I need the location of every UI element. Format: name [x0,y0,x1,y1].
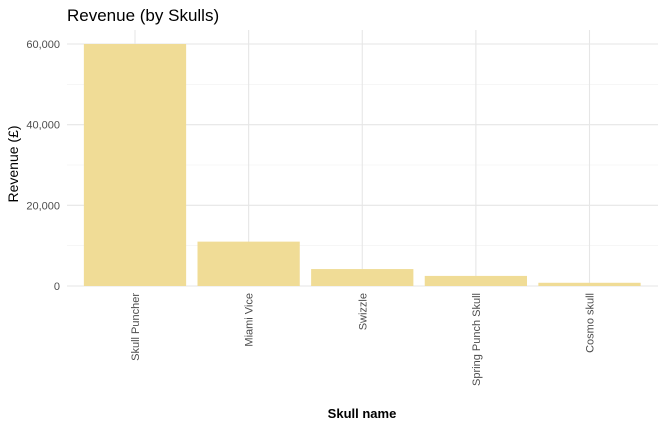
bar [311,269,414,286]
x-axis-title: Skull name [328,406,397,421]
y-tick-label: 60,000 [26,39,60,51]
x-tick-label: Spring Punch Skull [471,293,483,386]
y-tick-label: 20,000 [26,200,60,212]
bar [83,44,187,286]
x-tick-label: Skull Puncher [130,293,142,361]
bar [424,275,528,286]
bar [197,241,300,286]
chart-title: Revenue (by Skulls) [67,6,219,25]
y-tick-label: 40,000 [26,120,60,132]
x-tick-label: Cosmo skull [585,293,597,353]
x-tick-labels: Skull Puncher Miami Vice Swizzle Spring Pun… [130,293,597,386]
x-tick-label: Miami Vice [244,293,256,347]
bar [538,282,641,286]
y-tick-labels: 0 20,000 40,000 60,000 [26,39,60,293]
bars [83,44,641,286]
y-axis-title: Revenue (£) [5,125,21,202]
y-tick-label: 0 [54,281,60,293]
x-tick-label: Swizzle [357,293,369,330]
